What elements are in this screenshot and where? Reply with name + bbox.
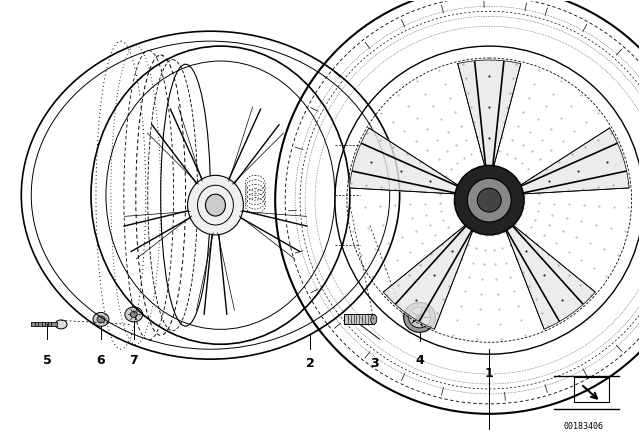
- Ellipse shape: [477, 188, 501, 212]
- Ellipse shape: [125, 307, 143, 322]
- Ellipse shape: [404, 302, 435, 332]
- Ellipse shape: [55, 320, 67, 329]
- Text: 4: 4: [415, 354, 424, 367]
- Text: 7: 7: [129, 354, 138, 367]
- Text: 3: 3: [371, 357, 379, 370]
- Ellipse shape: [417, 314, 422, 320]
- Polygon shape: [458, 60, 521, 171]
- Ellipse shape: [93, 312, 109, 326]
- Text: 5: 5: [43, 354, 52, 367]
- Bar: [574, 377, 609, 402]
- Text: 6: 6: [97, 354, 105, 367]
- Text: 2: 2: [306, 357, 314, 370]
- Polygon shape: [516, 128, 629, 194]
- Text: 00183406: 00183406: [564, 422, 604, 431]
- Polygon shape: [504, 222, 595, 329]
- Ellipse shape: [205, 194, 225, 216]
- Ellipse shape: [97, 316, 105, 323]
- Ellipse shape: [188, 175, 243, 235]
- Ellipse shape: [467, 178, 511, 222]
- Ellipse shape: [408, 307, 431, 328]
- Ellipse shape: [131, 311, 138, 318]
- Bar: [344, 314, 374, 324]
- Polygon shape: [349, 128, 462, 194]
- Ellipse shape: [371, 314, 377, 324]
- Text: 1: 1: [485, 367, 493, 380]
- Ellipse shape: [454, 165, 524, 235]
- Polygon shape: [383, 222, 474, 329]
